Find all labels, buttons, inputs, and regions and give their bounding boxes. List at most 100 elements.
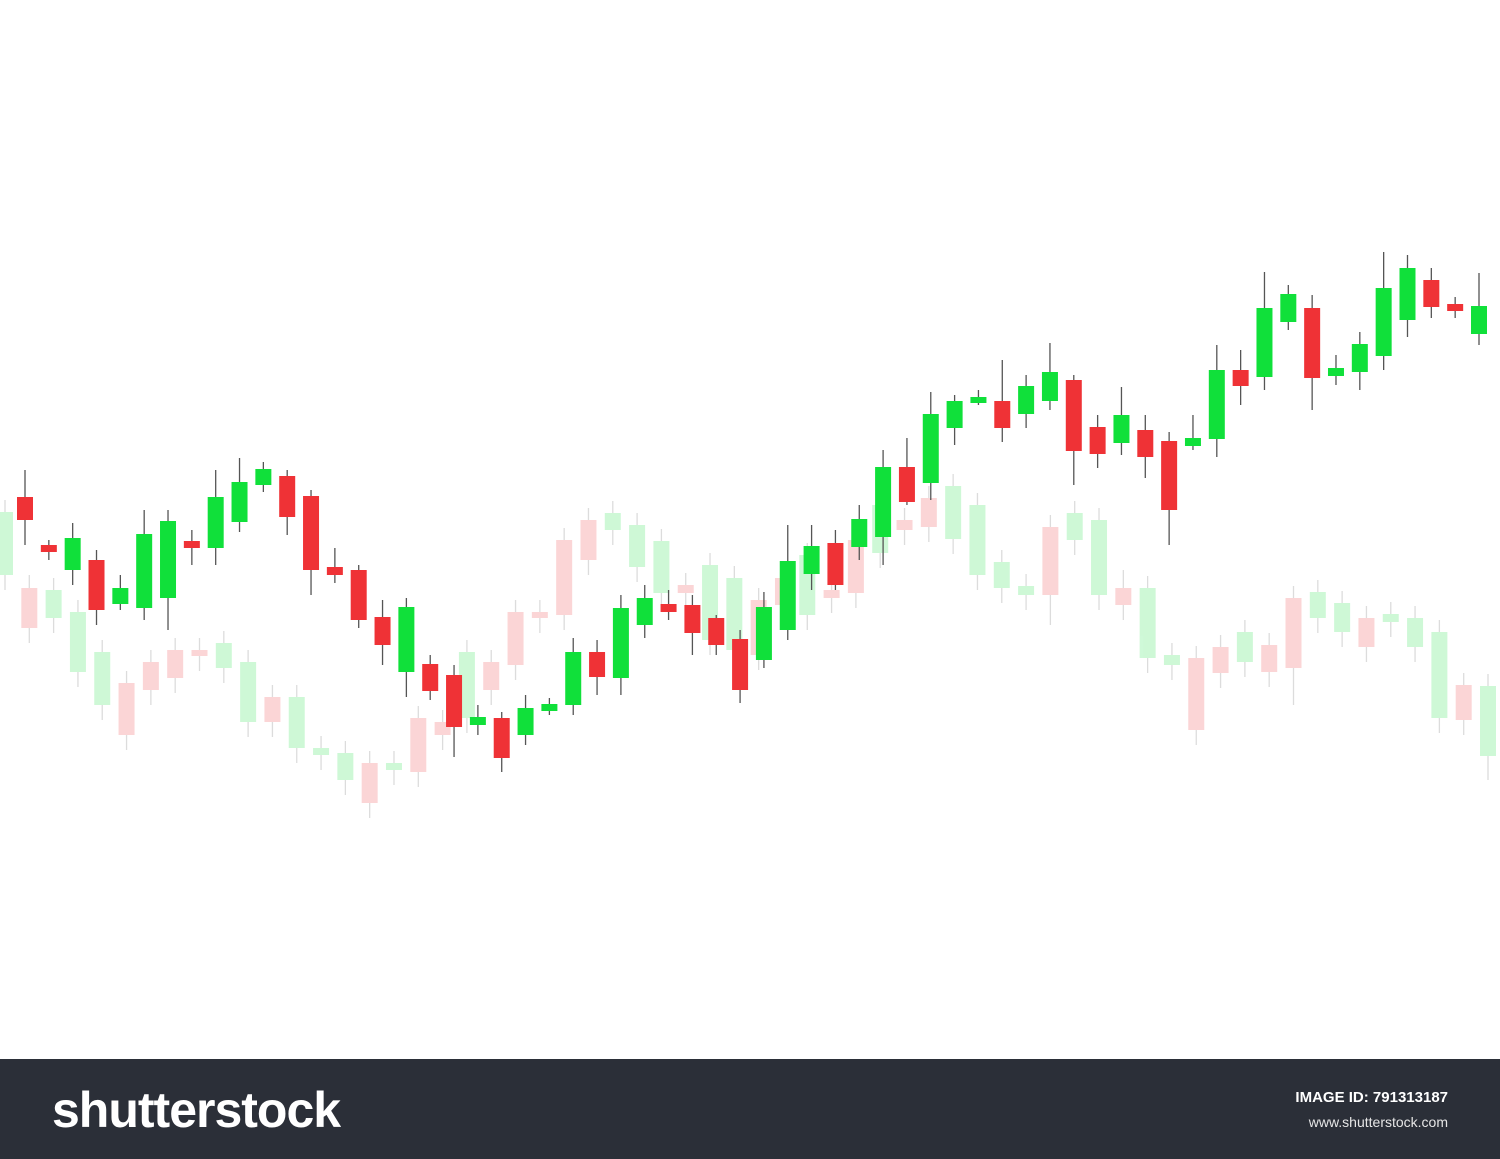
- candle-body: [827, 543, 844, 585]
- candle-body: [374, 617, 391, 645]
- candle-body: [350, 570, 367, 620]
- candle-body: [45, 590, 62, 618]
- candle-body: [1236, 632, 1253, 662]
- candle-series: [0, 474, 1496, 818]
- candle-body: [1018, 586, 1035, 595]
- candle-body: [288, 697, 305, 748]
- candle-body: [969, 505, 986, 575]
- candle-body: [207, 497, 224, 548]
- candle-body: [660, 604, 677, 612]
- candle-body: [1431, 632, 1448, 718]
- candle-body: [531, 612, 548, 618]
- candle-body: [1184, 438, 1201, 446]
- candle-body: [1334, 603, 1351, 632]
- candle-series: [17, 252, 1487, 772]
- candle-body: [1285, 598, 1302, 668]
- candle-body: [1161, 441, 1178, 510]
- candle-body: [255, 469, 272, 485]
- candle-body: [446, 675, 463, 727]
- candle-body: [1351, 344, 1368, 372]
- candle-body: [279, 476, 296, 517]
- candle-body: [1471, 306, 1487, 334]
- url: www.shutterstock.com: [1308, 1114, 1448, 1130]
- candle-body: [483, 662, 500, 690]
- candle-body: [684, 605, 701, 633]
- chart: [0, 252, 1496, 818]
- candle-body: [1280, 294, 1297, 322]
- candle-body: [1066, 513, 1083, 540]
- candle-body: [898, 467, 915, 502]
- candle-body: [313, 748, 330, 755]
- candle-body: [1399, 268, 1416, 320]
- candle-body: [385, 763, 402, 770]
- candle-body: [994, 401, 1011, 428]
- candle-body: [755, 607, 772, 660]
- candle-body: [183, 541, 200, 548]
- candle-body: [458, 652, 475, 718]
- candle-body: [1256, 308, 1273, 377]
- candle-body: [1115, 588, 1132, 605]
- candle-body: [945, 486, 962, 539]
- candle-body: [1065, 380, 1082, 451]
- candle-body: [64, 538, 81, 570]
- candle-body: [1232, 370, 1249, 386]
- candle-body: [823, 590, 840, 598]
- candle-body: [422, 664, 439, 691]
- candle-body: [580, 520, 597, 560]
- candle-body: [303, 496, 320, 570]
- candle-body: [732, 639, 749, 690]
- candle-body: [1447, 304, 1464, 311]
- candle-body: [231, 482, 248, 522]
- candle-body: [1382, 614, 1399, 622]
- candle-body: [612, 608, 629, 678]
- candle-body: [1261, 645, 1278, 672]
- candle-body: [629, 525, 646, 567]
- candle-body: [69, 612, 86, 672]
- candle-body: [1480, 686, 1496, 756]
- candle-body: [946, 401, 963, 428]
- candle-body: [1304, 308, 1321, 378]
- candle-body: [708, 618, 725, 645]
- candle-body: [1137, 430, 1154, 457]
- candle-body: [1208, 370, 1225, 439]
- candle-body: [167, 650, 184, 678]
- logo: shutterstock: [52, 1082, 341, 1138]
- candle-body: [677, 585, 694, 593]
- candle-body: [803, 546, 820, 574]
- candle-body: [17, 497, 33, 520]
- candle-body: [726, 578, 743, 650]
- candle-body: [589, 652, 606, 677]
- candle-body: [0, 512, 13, 575]
- candle-body: [541, 704, 558, 711]
- candle-body: [1018, 386, 1035, 414]
- candle-body: [1041, 372, 1058, 401]
- candle-body: [1375, 288, 1392, 356]
- candle-body: [215, 643, 232, 668]
- candle-body: [493, 718, 510, 758]
- candle-body: [920, 498, 937, 527]
- candle-body: [1407, 618, 1424, 647]
- candle-body: [1455, 685, 1472, 720]
- candle-body: [847, 540, 864, 593]
- candle-body: [1309, 592, 1326, 618]
- candle-body: [922, 414, 939, 483]
- candle-body: [326, 567, 343, 575]
- candle-body: [507, 612, 524, 665]
- candle-body: [851, 519, 868, 547]
- candle-body: [94, 652, 111, 705]
- candle-body: [1358, 618, 1375, 647]
- candle-body: [337, 753, 354, 780]
- candle-body: [1139, 588, 1156, 658]
- candle-body: [160, 521, 177, 598]
- candle-body: [875, 467, 892, 537]
- candle-body: [1113, 415, 1130, 443]
- candle-body: [361, 763, 378, 803]
- candle-body: [1212, 647, 1229, 673]
- candle-body: [1188, 658, 1205, 730]
- candle-body: [1327, 368, 1344, 376]
- candle-body: [604, 513, 621, 530]
- candle-body: [517, 708, 534, 735]
- candle-body: [993, 562, 1010, 588]
- candle-body: [240, 662, 257, 722]
- candle-body: [112, 588, 129, 604]
